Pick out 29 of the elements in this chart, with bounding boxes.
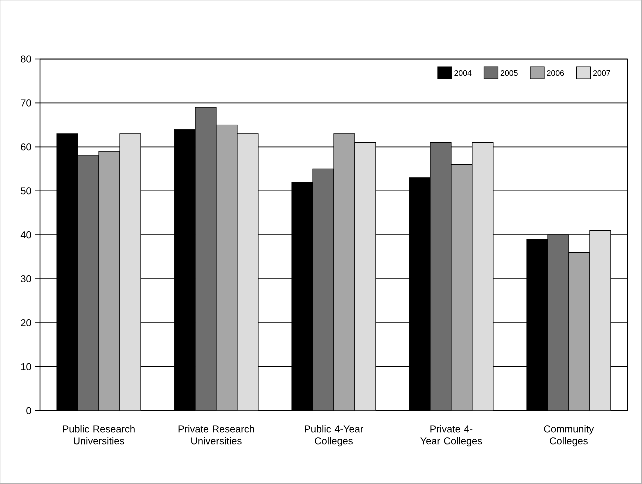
- y-tick-label: 20: [21, 319, 32, 326]
- bar: [354, 142, 376, 411]
- x-tick-label: Community Colleges: [544, 425, 594, 447]
- bar: [334, 134, 356, 411]
- bar: [312, 168, 334, 411]
- x-tick-label: Public Research Universities: [63, 425, 135, 445]
- bar: [120, 134, 142, 411]
- y-tick-label: 70: [21, 100, 32, 107]
- bar: [216, 124, 238, 411]
- bar: [98, 151, 120, 411]
- y-tick-label: 60: [21, 144, 32, 151]
- bar: [195, 107, 217, 411]
- x-tick-label: Private Research Universities: [178, 425, 254, 445]
- y-tick-label: 40: [20, 231, 32, 239]
- y-tick-label: 80: [21, 56, 32, 63]
- bar: [590, 230, 612, 411]
- bar: [568, 252, 590, 411]
- bar: [78, 156, 100, 411]
- y-tick-label: 50: [21, 188, 32, 195]
- bar: [472, 142, 494, 411]
- y-tick-label: 30: [21, 275, 32, 282]
- x-tick-label: Public 4-Year Colleges: [305, 425, 364, 447]
- y-tick-label: 10: [21, 363, 32, 370]
- y-tick-label: 0: [26, 407, 32, 414]
- bar: [237, 134, 259, 411]
- bar: [451, 164, 472, 411]
- bar: [430, 142, 452, 411]
- x-tick-label: Private 4-Year Colleges: [420, 425, 482, 447]
- bar: [548, 234, 570, 411]
